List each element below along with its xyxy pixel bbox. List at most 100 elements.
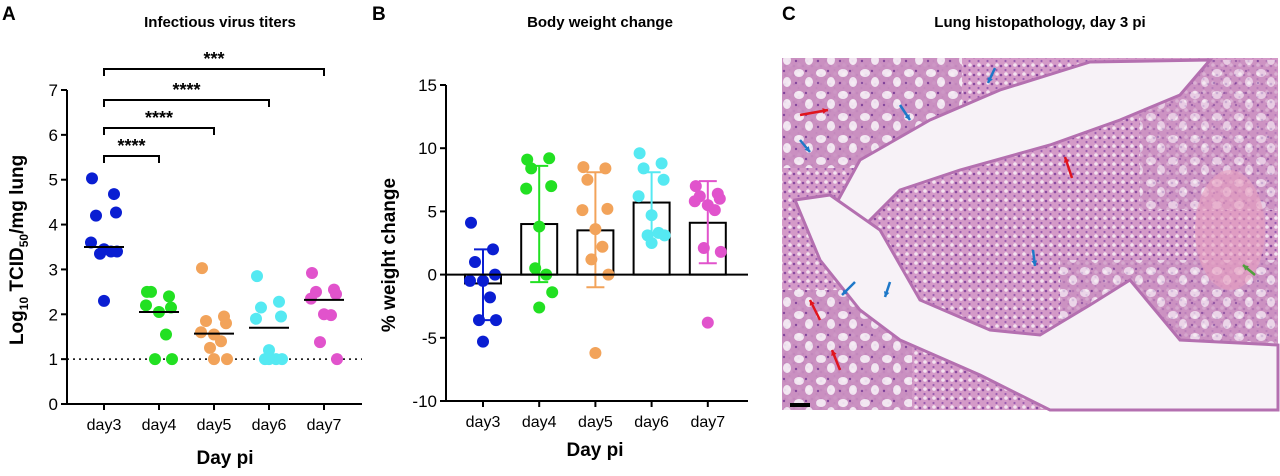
significance-label: *** — [203, 49, 224, 69]
data-point — [689, 180, 702, 193]
significance-bracket — [103, 127, 215, 135]
data-point — [86, 172, 98, 185]
y-tick-label: -5 — [422, 329, 437, 348]
data-point — [215, 335, 227, 348]
data-point — [255, 301, 267, 314]
blue-arrowhead-icon — [904, 114, 910, 120]
y-tick-label: 0 — [49, 395, 58, 414]
data-point — [221, 353, 233, 366]
green-arrowhead-icon — [1243, 265, 1249, 271]
data-point — [273, 295, 285, 308]
data-point — [90, 209, 102, 222]
data-point — [306, 267, 318, 280]
y-tick-label: 6 — [49, 126, 58, 145]
data-point — [487, 243, 499, 256]
data-point — [658, 229, 671, 242]
data-point — [160, 328, 172, 341]
blue-arrowhead-icon — [987, 77, 993, 83]
red-arrowhead-icon — [809, 300, 815, 306]
data-point — [633, 147, 646, 160]
data-point — [325, 309, 337, 322]
data-point — [94, 247, 106, 260]
data-point — [165, 301, 177, 314]
data-point — [111, 245, 123, 258]
data-point — [469, 255, 481, 268]
data-point — [545, 180, 558, 193]
data-point — [275, 310, 287, 323]
significance-label: **** — [145, 108, 173, 128]
blue-arrowhead-icon — [1031, 260, 1038, 266]
chart-b-xlabel: Day pi — [566, 440, 624, 461]
data-point — [520, 182, 533, 195]
red-arrowhead-icon — [831, 350, 837, 356]
data-point — [331, 353, 343, 366]
data-point — [149, 353, 161, 366]
data-point — [688, 195, 701, 208]
data-point — [697, 242, 710, 255]
y-tick-label: 0 — [428, 266, 437, 285]
scale-bar — [790, 403, 810, 407]
data-point — [589, 223, 602, 236]
y-tick-label: 5 — [428, 202, 437, 221]
blue-arrowhead-icon — [883, 291, 890, 297]
data-point — [577, 161, 590, 174]
data-point — [546, 286, 559, 299]
data-point — [708, 204, 721, 217]
panel-b-title: Body weight change — [527, 14, 673, 31]
data-point — [166, 353, 178, 366]
data-point — [251, 270, 263, 283]
data-point — [525, 162, 538, 175]
data-point — [533, 220, 546, 233]
data-point — [85, 236, 97, 249]
x-tick-label: day4 — [142, 417, 177, 434]
x-tick-label: day7 — [690, 414, 725, 431]
y-tick-label: 5 — [49, 171, 58, 190]
y-tick-label: 1 — [49, 350, 58, 369]
data-point — [464, 274, 476, 287]
significance-bracket — [103, 68, 325, 76]
data-point — [632, 190, 645, 203]
data-point — [655, 157, 668, 170]
data-point — [263, 344, 275, 357]
x-tick-label: day3 — [87, 417, 122, 434]
y-tick-label: 15 — [418, 76, 437, 95]
data-point — [713, 192, 726, 205]
data-point — [220, 317, 232, 330]
y-tick-label: -10 — [412, 392, 437, 411]
data-point — [477, 335, 489, 348]
data-point — [714, 245, 727, 258]
y-tick-label: 4 — [49, 216, 58, 235]
x-tick-label: day5 — [197, 417, 232, 434]
data-point — [98, 294, 110, 307]
panel-a-title: Infectious virus titers — [144, 14, 296, 31]
data-point — [657, 173, 670, 186]
y-tick-label: 7 — [49, 81, 58, 100]
panel-letter-c: C — [782, 4, 796, 25]
data-point — [484, 291, 496, 304]
x-tick-label: day5 — [578, 414, 613, 431]
x-tick-label: day6 — [252, 417, 287, 434]
data-point — [601, 202, 614, 215]
data-point — [589, 346, 602, 359]
data-point — [529, 262, 542, 275]
data-point — [108, 188, 120, 201]
data-point — [645, 209, 658, 222]
data-point — [276, 353, 288, 366]
red-arrowhead-icon — [1063, 157, 1070, 163]
data-point — [477, 274, 489, 287]
data-point — [599, 162, 612, 175]
red-arrowhead-icon — [822, 108, 828, 114]
data-point — [490, 314, 502, 327]
data-point — [250, 312, 262, 325]
data-point — [110, 206, 122, 219]
data-point — [208, 353, 220, 366]
blue-arrowhead-icon — [804, 146, 810, 152]
data-point — [200, 315, 212, 328]
data-point — [263, 353, 275, 366]
data-point — [465, 216, 477, 229]
data-point — [204, 341, 216, 354]
data-point — [196, 262, 208, 275]
significance-bracket — [103, 99, 270, 107]
